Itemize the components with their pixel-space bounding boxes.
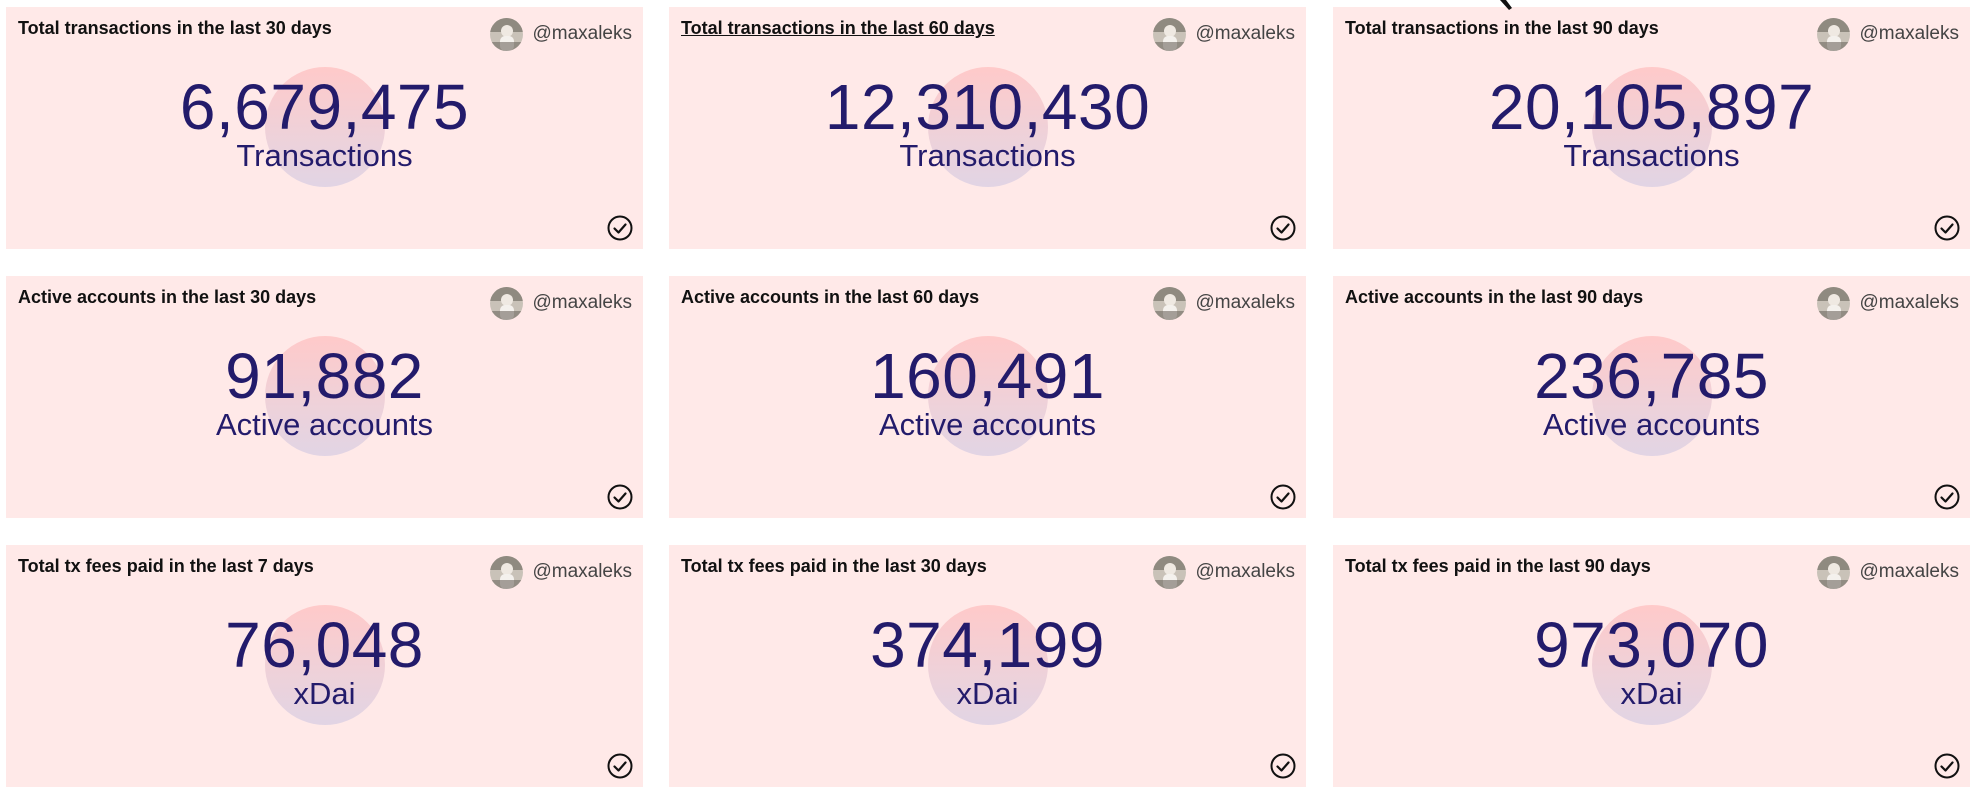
author-name: @maxaleks [532, 23, 632, 44]
metric-unit: Active accounts [878, 407, 1097, 442]
card-tx-fees-7d: Total tx fees paid in the last 7 days @m… [6, 545, 643, 787]
card-title[interactable]: Total tx fees paid in the last 90 days [1345, 556, 1651, 576]
author-link[interactable]: @maxaleks [1817, 555, 1959, 589]
author-name: @maxaleks [532, 561, 632, 582]
card-tx-fees-30d: Total tx fees paid in the last 30 days @… [669, 545, 1306, 787]
decorative-circle [927, 67, 1048, 187]
avatar [1817, 286, 1851, 320]
card-title[interactable]: Active accounts in the last 30 days [18, 287, 317, 307]
card-title[interactable]: Total transactions in the last 60 days [681, 18, 995, 38]
author-link[interactable]: @maxaleks [490, 286, 632, 320]
author-link[interactable]: @maxaleks [1153, 286, 1295, 320]
metric-unit: xDai [293, 676, 356, 711]
card-title[interactable]: Active accounts in the last 90 days [1345, 287, 1644, 307]
card-active-accounts-30d: Active accounts in the last 30 days @max… [6, 276, 643, 518]
metric: 374,199 xDai [669, 613, 1306, 711]
avatar [1817, 17, 1851, 51]
avatar [1153, 17, 1187, 51]
card-active-accounts-60d: Active accounts in the last 60 days @max… [669, 276, 1306, 518]
metric-value: 91,882 [225, 340, 424, 412]
check-circle-icon[interactable] [1270, 753, 1296, 779]
card-title[interactable]: Total transactions in the last 90 days [1345, 18, 1659, 38]
metric-unit: Active accounts [215, 407, 434, 442]
decorative-circle [264, 336, 385, 456]
decorative-circle [1591, 336, 1712, 456]
metric-unit: xDai [1620, 676, 1683, 711]
check-circle-icon[interactable] [1270, 215, 1296, 241]
card-title[interactable]: Total tx fees paid in the last 30 days [681, 556, 987, 576]
card-transactions-60d: Total transactions in the last 60 days @… [669, 7, 1306, 249]
decorative-circle [264, 67, 385, 187]
metric: 6,679,475 Transactions [6, 75, 643, 173]
author-link[interactable]: @maxaleks [1153, 17, 1295, 51]
metric-unit: Transactions [1563, 138, 1740, 173]
metric-unit: Active accounts [1542, 407, 1761, 442]
avatar [1817, 555, 1851, 589]
check-circle-icon[interactable] [1270, 484, 1296, 510]
metric: 160,491 Active accounts [669, 344, 1306, 442]
decorative-circle [927, 336, 1048, 456]
metric-value: 236,785 [1534, 340, 1769, 412]
metric: 20,105,897 Transactions [1333, 75, 1970, 173]
check-circle-icon[interactable] [607, 215, 633, 241]
metric-unit: xDai [956, 676, 1019, 711]
decorative-circle [1591, 605, 1712, 725]
avatar [490, 286, 524, 320]
author-name: @maxaleks [1859, 23, 1959, 44]
author-name: @maxaleks [1195, 23, 1295, 44]
author-link[interactable]: @maxaleks [1817, 17, 1959, 51]
check-circle-icon[interactable] [1934, 753, 1960, 779]
author-link[interactable]: @maxaleks [490, 555, 632, 589]
author-link[interactable]: @maxaleks [490, 17, 632, 51]
author-name: @maxaleks [532, 292, 632, 313]
decorative-circle [264, 605, 385, 725]
check-circle-icon[interactable] [1934, 215, 1960, 241]
metric-value: 12,310,430 [824, 71, 1151, 143]
card-title[interactable]: Total transactions in the last 30 days [18, 18, 332, 38]
metric: 236,785 Active accounts [1333, 344, 1970, 442]
author-name: @maxaleks [1859, 561, 1959, 582]
metric-unit: Transactions [899, 138, 1076, 173]
mouse-cursor-icon [1500, 0, 1512, 10]
card-title[interactable]: Total tx fees paid in the last 7 days [18, 556, 314, 576]
author-link[interactable]: @maxaleks [1817, 286, 1959, 320]
decorative-circle [927, 605, 1048, 725]
author-link[interactable]: @maxaleks [1153, 555, 1295, 589]
check-circle-icon[interactable] [607, 753, 633, 779]
card-transactions-90d: Total transactions in the last 90 days @… [1333, 7, 1970, 249]
metric: 973,070 xDai [1333, 613, 1970, 711]
metric: 76,048 xDai [6, 613, 643, 711]
metric: 91,882 Active accounts [6, 344, 643, 442]
metric-value: 6,679,475 [179, 71, 470, 143]
metric-value: 20,105,897 [1488, 71, 1815, 143]
metric-value: 160,491 [870, 340, 1105, 412]
check-circle-icon[interactable] [1934, 484, 1960, 510]
author-name: @maxaleks [1195, 561, 1295, 582]
metric-value: 973,070 [1534, 609, 1769, 681]
card-transactions-30d: Total transactions in the last 30 days @… [6, 7, 643, 249]
card-tx-fees-90d: Total tx fees paid in the last 90 days @… [1333, 545, 1970, 787]
metric-value: 76,048 [225, 609, 424, 681]
author-name: @maxaleks [1195, 292, 1295, 313]
metric-unit: Transactions [236, 138, 413, 173]
card-title[interactable]: Active accounts in the last 60 days [681, 287, 980, 307]
decorative-circle [1591, 67, 1712, 187]
card-active-accounts-90d: Active accounts in the last 90 days @max… [1333, 276, 1970, 518]
metric: 12,310,430 Transactions [669, 75, 1306, 173]
metric-value: 374,199 [870, 609, 1105, 681]
avatar [490, 17, 524, 51]
avatar [1153, 286, 1187, 320]
author-name: @maxaleks [1859, 292, 1959, 313]
check-circle-icon[interactable] [607, 484, 633, 510]
avatar [490, 555, 524, 589]
avatar [1153, 555, 1187, 589]
